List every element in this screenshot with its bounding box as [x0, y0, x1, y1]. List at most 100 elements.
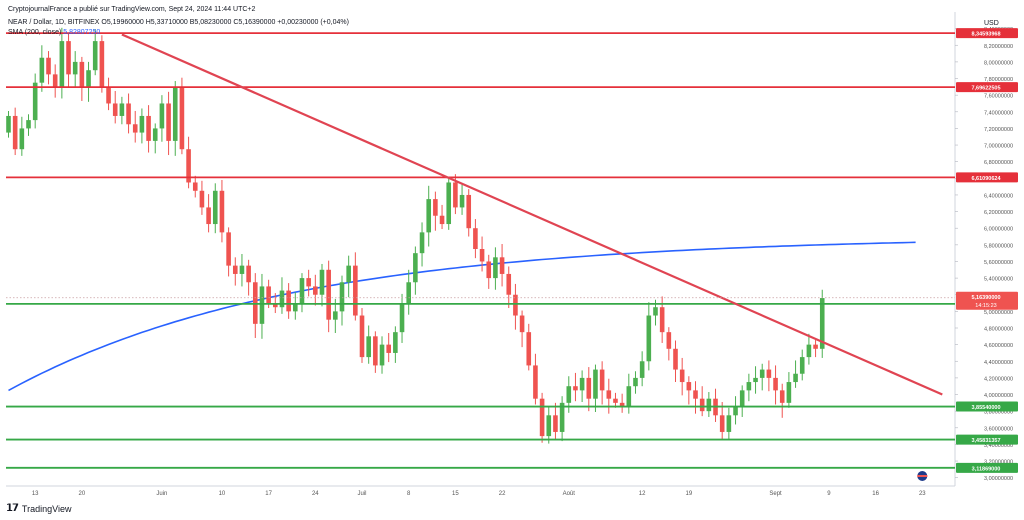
candle-body — [533, 365, 538, 399]
last-price-countdown: 14:15:23 — [975, 303, 996, 309]
time-tick-label: 8 — [407, 491, 411, 497]
candle — [226, 227, 231, 277]
candle — [159, 95, 165, 142]
candle-body — [99, 41, 105, 87]
time-tick-label: 23 — [919, 491, 926, 497]
candle — [686, 376, 692, 405]
time-tick-label: 12 — [639, 491, 646, 497]
candle-body — [26, 120, 31, 129]
brand-label: TradingView — [21, 503, 72, 514]
candle — [166, 91, 171, 156]
time-tick-label: 16 — [872, 491, 879, 497]
sma-value: 5,82807250 — [63, 29, 101, 36]
candle-body — [212, 190, 218, 225]
time-tick-label: 19 — [685, 491, 692, 497]
candle-body — [579, 377, 585, 391]
candle — [52, 64, 58, 98]
candle — [206, 194, 211, 233]
candle — [526, 323, 532, 371]
candle-body — [633, 377, 638, 387]
candle-body — [59, 41, 65, 87]
resistance-level-label: 6,61090624 — [971, 176, 1001, 182]
candle — [399, 293, 405, 343]
candle — [753, 366, 758, 394]
candle-body — [433, 199, 438, 216]
price-tick-label: 3,60000000 — [984, 426, 1013, 432]
candle — [393, 326, 398, 363]
time-tick-label: 17 — [265, 491, 272, 497]
price-tick-label: 4,80000000 — [984, 327, 1013, 333]
candle — [419, 222, 425, 267]
last-price-label: 5,16390000 — [971, 295, 1000, 301]
candle-body — [693, 390, 698, 399]
price-tick-label: 5,60000000 — [984, 260, 1013, 266]
candle-body — [546, 415, 552, 437]
candle — [346, 255, 351, 298]
price-tick-label: 7,00000000 — [984, 144, 1013, 150]
candle-body — [299, 278, 305, 304]
candle — [12, 107, 18, 156]
candle-body — [439, 215, 445, 225]
candle — [306, 269, 311, 297]
candle-body — [753, 377, 758, 383]
candle — [639, 351, 645, 387]
candle — [313, 274, 318, 306]
candle — [232, 257, 238, 286]
candle — [132, 110, 138, 143]
candle — [813, 339, 818, 358]
candle-body — [659, 307, 665, 333]
time-tick-label: 20 — [79, 491, 86, 497]
candle — [599, 361, 605, 405]
candle — [513, 283, 518, 330]
candle-body — [686, 382, 692, 391]
candle-body — [419, 232, 425, 254]
support-level-tag — [956, 434, 1018, 445]
candle-body — [499, 257, 505, 274]
support-level-label: 3,85540000 — [971, 405, 1000, 411]
candle-body — [126, 103, 131, 125]
candle-body — [513, 294, 518, 316]
price-tick-label: 5,80000000 — [984, 243, 1013, 249]
price-tick-label: 4,20000000 — [984, 376, 1013, 382]
candle-body — [92, 41, 98, 71]
candle-body — [733, 407, 738, 416]
sma-legend: SMA (200, close) 5,82807250 — [8, 29, 100, 36]
candle — [46, 51, 51, 85]
price-tick-label: 3,80000000 — [984, 410, 1013, 416]
candle — [666, 327, 672, 361]
candle-body — [779, 390, 785, 403]
symbol-name: NEAR / Dollar, 1D, BITFINEX — [8, 19, 100, 26]
candle-body — [739, 390, 745, 407]
price-tick-label: 6,20000000 — [984, 210, 1013, 216]
time-tick-label: Juin — [156, 491, 167, 497]
flag-stripe-icon — [917, 475, 928, 477]
candle-body — [12, 115, 18, 150]
candle — [119, 96, 125, 125]
candle — [586, 367, 592, 412]
candle — [446, 177, 452, 230]
candle-body — [793, 373, 798, 383]
candle-body — [246, 265, 251, 283]
price-tick-label: 6,80000000 — [984, 160, 1013, 166]
candle-body — [112, 103, 118, 116]
candle-body — [159, 103, 165, 129]
candle-body — [759, 369, 765, 378]
candle-body — [259, 286, 265, 324]
candle — [759, 363, 765, 391]
candle-body — [413, 253, 418, 283]
candle-body — [766, 369, 772, 378]
candle-body — [479, 249, 485, 262]
price-tick-label: 4,00000000 — [984, 393, 1013, 399]
time-axis: 13 20 Juin 10 17 24 Juil 8 15 22 Août 12 19 Sept 9 16 23 — [32, 491, 926, 497]
candle-body — [359, 315, 365, 358]
candle — [339, 275, 345, 326]
candle — [613, 392, 618, 408]
support-level-label: 3,11869000 — [972, 466, 1001, 472]
candle — [19, 116, 25, 156]
candle-body — [506, 273, 512, 295]
candle — [32, 73, 38, 129]
candles — [6, 27, 825, 444]
candle — [799, 349, 805, 381]
resistance-level-tag — [956, 28, 1018, 39]
